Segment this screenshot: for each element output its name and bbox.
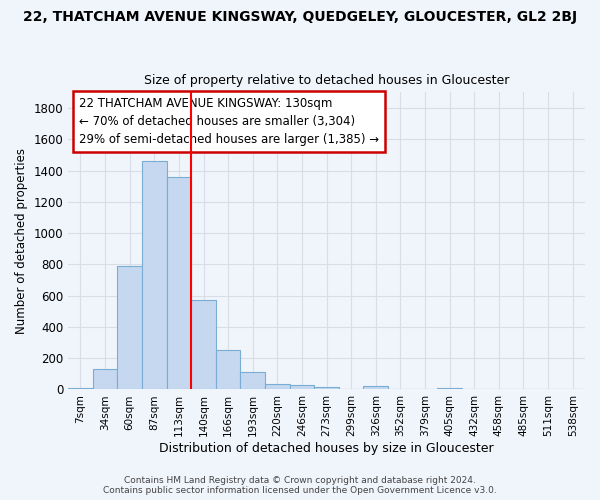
Bar — [68, 388, 93, 390]
Bar — [216, 350, 241, 390]
Text: 22 THATCHAM AVENUE KINGSWAY: 130sqm
← 70% of detached houses are smaller (3,304): 22 THATCHAM AVENUE KINGSWAY: 130sqm ← 70… — [79, 97, 379, 146]
Bar — [241, 372, 265, 390]
Bar — [118, 266, 142, 390]
Text: Contains HM Land Registry data © Crown copyright and database right 2024.
Contai: Contains HM Land Registry data © Crown c… — [103, 476, 497, 495]
Bar — [93, 369, 118, 390]
Bar — [290, 385, 314, 390]
Bar — [167, 177, 191, 390]
Bar — [191, 300, 216, 390]
Bar — [314, 387, 339, 390]
Text: 22, THATCHAM AVENUE KINGSWAY, QUEDGELEY, GLOUCESTER, GL2 2BJ: 22, THATCHAM AVENUE KINGSWAY, QUEDGELEY,… — [23, 10, 577, 24]
Bar — [265, 384, 290, 390]
Bar — [364, 386, 388, 390]
Bar — [437, 388, 462, 390]
Y-axis label: Number of detached properties: Number of detached properties — [15, 148, 28, 334]
X-axis label: Distribution of detached houses by size in Gloucester: Distribution of detached houses by size … — [159, 442, 494, 455]
Bar — [142, 161, 167, 390]
Title: Size of property relative to detached houses in Gloucester: Size of property relative to detached ho… — [144, 74, 509, 87]
